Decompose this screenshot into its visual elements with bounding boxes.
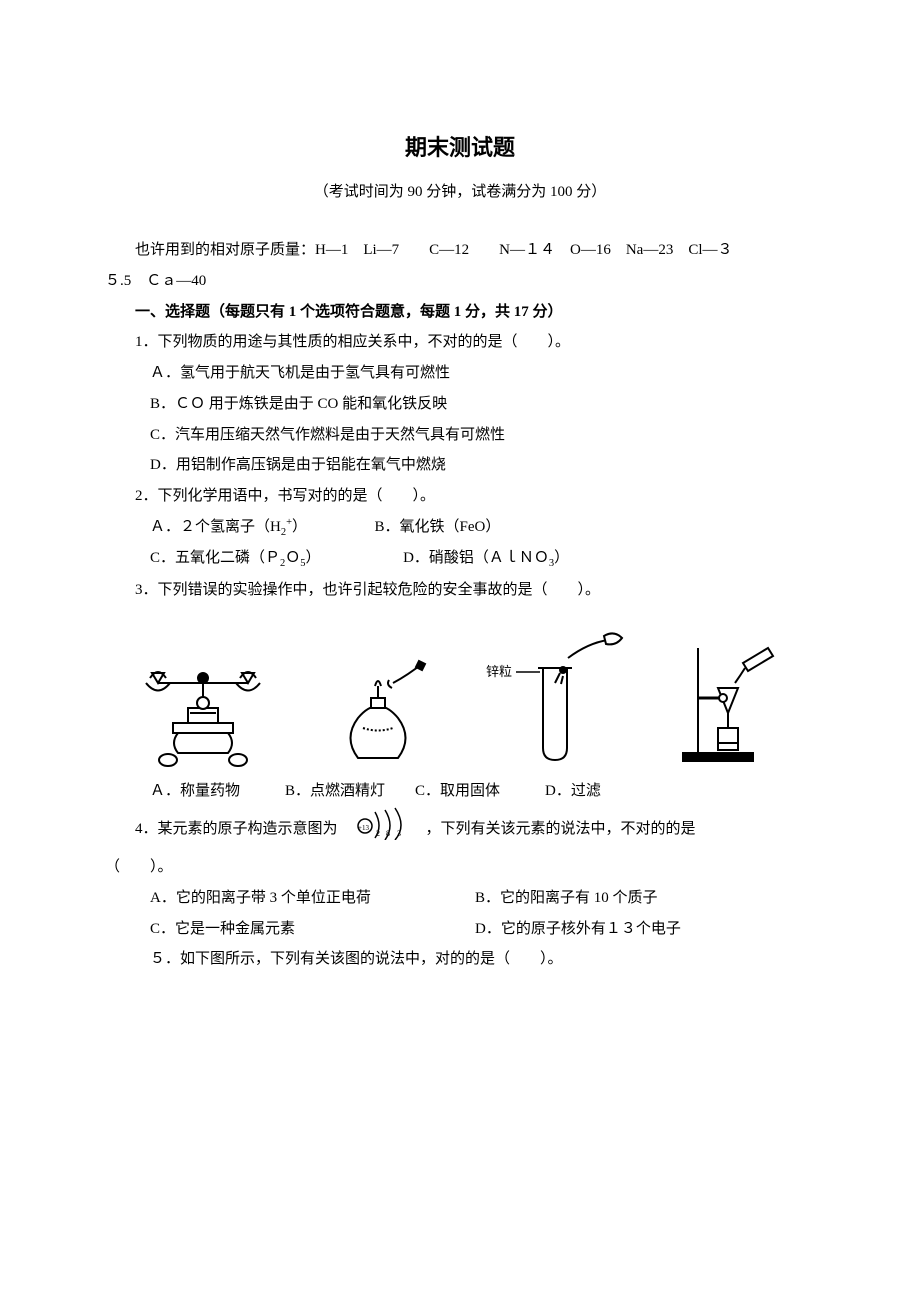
q2-a-prefix: Ａ．２个氢离子（H: [150, 519, 281, 535]
test-tube-icon: 锌粒: [478, 628, 628, 768]
atomic-mass-2: ５.5 Ｃａ—40: [105, 266, 815, 297]
q2-stem: 2．下列化学用语中，书写对的的是（ ）。: [105, 481, 815, 512]
q4-option-a: A．它的阳离子带 3 个单位正电荷: [105, 883, 475, 914]
atom-structure-icon: +13 2 8 3: [353, 806, 411, 852]
q2-a-sub: 2: [281, 527, 286, 538]
q3-stem: 3．下列错误的实验操作中，也许引起较危险的安全事故的是（ ）。: [105, 575, 815, 606]
section-heading: 一、选择题（每题只有 1 个选项符合题意，每题 1 分，共 17 分）: [105, 297, 815, 328]
q2-d-prefix: D．硝酸铝（ＡｌＮＯ: [403, 550, 549, 566]
q3-options: Ａ．称量药物 B．点燃酒精灯 C．取用固体 D．过滤: [105, 776, 815, 807]
q3-image-b: [323, 658, 433, 768]
q4-stem: 4．某元素的原子构造示意图为 +13 2 8 3 ，下列有关该元素的说法中，不对…: [105, 806, 815, 852]
q2-c-mid: Ｏ: [285, 550, 300, 566]
q4-option-b: B．它的阳离子有 10 个质子: [475, 883, 658, 914]
svg-text:8: 8: [386, 829, 390, 838]
q4-options-cd: C．它是一种金属元素 D．它的原子核外有１３个电子: [105, 914, 815, 945]
page-subtitle: （考试时间为 90 分钟，试卷满分为 100 分）: [105, 180, 815, 201]
q3-image-d: [673, 628, 793, 768]
svg-text:3: 3: [397, 829, 401, 838]
q1-stem: 1．下列物质的用途与其性质的相应关系中，不对的的是（ ）。: [105, 327, 815, 358]
zinc-label: 锌粒: [486, 664, 512, 679]
alcohol-lamp-icon: [323, 658, 433, 768]
svg-text:2: 2: [376, 829, 380, 838]
q4-stem-prefix: 4．某元素的原子构造示意图为: [135, 814, 353, 845]
nucleus-label: +13: [358, 824, 369, 832]
q2-a-suffix: ）: [292, 519, 307, 535]
q2-c-prefix: C．五氧化二磷（Ｐ: [150, 550, 280, 566]
q4-option-d: D．它的原子核外有１３个电子: [475, 914, 681, 945]
q2-c-suffix: ）: [306, 550, 321, 566]
q2-b: B．氧化铁（FeO）: [375, 519, 501, 535]
spacer: [324, 550, 399, 566]
page-title: 期末测试题: [105, 130, 815, 162]
q2-d-suffix: ）: [554, 550, 569, 566]
q1-option-a: Ａ．氢气用于航天飞机是由于氢气具有可燃性: [105, 358, 815, 389]
q1-option-d: D．用铝制作高压锅是由于铝能在氧气中燃烧: [105, 450, 815, 481]
q1-option-c: C．汽车用压缩天然气作燃料是由于天然气具有可燃性: [105, 420, 815, 451]
filtration-icon: [673, 628, 793, 768]
q2-options-ab: Ａ．２个氢离子（H2+） B．氧化铁（FeO）: [105, 512, 815, 544]
q3-images-row: 锌粒: [105, 618, 815, 768]
balance-scale-icon: [128, 648, 278, 768]
q4-stem-suffix: ，下列有关该元素的说法中，不对的的是: [411, 814, 696, 845]
q1-option-b: B．ＣＯ 用于炼铁是由于 CO 能和氧化铁反映: [105, 389, 815, 420]
q4-option-c: C．它是一种金属元素: [105, 914, 475, 945]
q4-tail: （ ）。: [105, 852, 815, 883]
q3-image-c: 锌粒: [478, 628, 628, 768]
q4-options-ab: A．它的阳离子带 3 个单位正电荷 B．它的阳离子有 10 个质子: [105, 883, 815, 914]
q3-image-a: [128, 648, 278, 768]
q5-stem: ５．如下图所示，下列有关该图的说法中，对的的是（ ）。: [105, 944, 815, 975]
q2-options-cd: C．五氧化二磷（Ｐ2Ｏ5） D．硝酸铝（ＡｌＮＯ3）: [105, 543, 815, 575]
atomic-mass-1: 也许用到的相对原子质量：H—1 Li—7 C—12 N—１４ O—16 Na—2…: [105, 235, 815, 266]
spacer: [311, 519, 371, 535]
